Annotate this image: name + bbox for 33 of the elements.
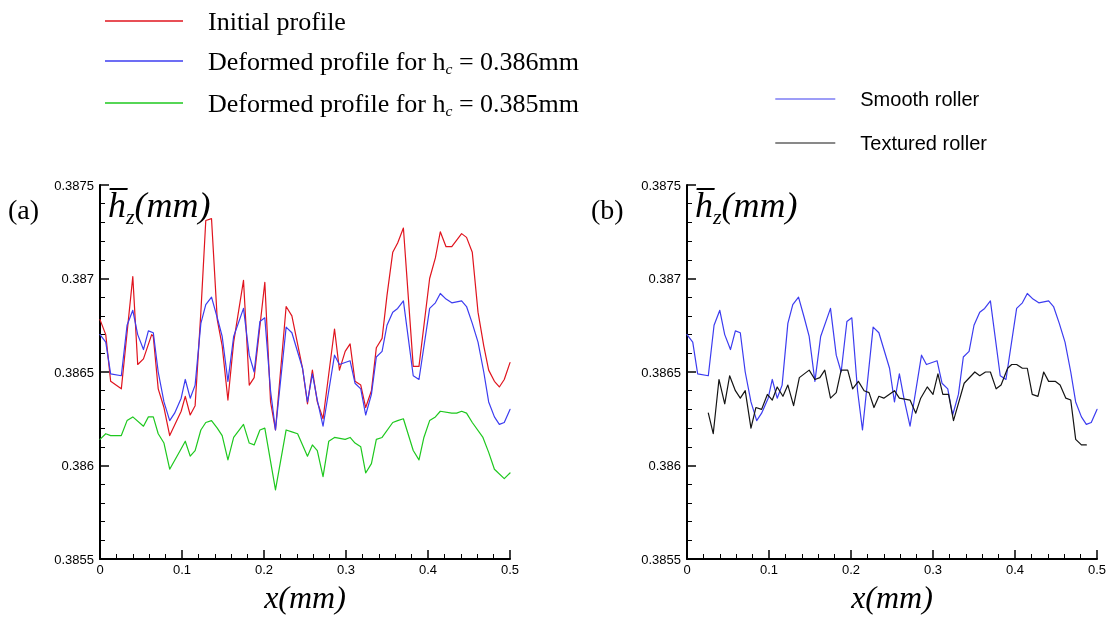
y-tick-label: 0.387 [61, 271, 94, 286]
legend-label: Smooth roller [860, 88, 980, 110]
x-tick-label: 0.1 [172, 562, 192, 577]
legend-label: Initial profile [208, 6, 346, 36]
line-series [99, 292, 511, 431]
y-tick-label: 0.3875 [54, 177, 94, 193]
y-tick-label: 0.386 [648, 458, 681, 473]
y-tick-label: 0.387 [648, 271, 681, 286]
x-axis-title: x(mm) [263, 579, 346, 615]
x-tick-label: 0.1 [759, 562, 779, 577]
legend-label: Textured roller [860, 132, 988, 154]
line-series [707, 363, 1087, 446]
y-tick-label: 0.386 [61, 458, 94, 473]
y-tick-label: 0.3865 [641, 364, 681, 380]
y-tick-label: 0.3875 [641, 177, 681, 193]
x-tick-label: 0 [683, 562, 691, 577]
x-tick-label: 0.3 [336, 562, 356, 577]
y-tick-label: 0.3855 [54, 551, 94, 567]
x-tick-label: 0.5 [500, 562, 520, 577]
line-series [99, 410, 511, 491]
x-tick-label: 0.4 [1005, 562, 1025, 577]
text: (a) [8, 193, 40, 225]
x-tick-label: 0.5 [1087, 562, 1107, 577]
x-tick-label: 0.2 [841, 562, 861, 577]
y-tick-label: 0.3865 [54, 364, 94, 380]
x-tick-label: 0.4 [418, 562, 438, 577]
x-axis-title: x(mm) [850, 579, 933, 615]
x-tick-label: 0 [96, 562, 104, 577]
y-tick-label: 0.3855 [641, 551, 681, 567]
x-tick-label: 0.3 [923, 562, 943, 577]
line-series [686, 292, 1098, 431]
x-tick-label: 0.2 [254, 562, 274, 577]
text: (b) [591, 193, 624, 225]
